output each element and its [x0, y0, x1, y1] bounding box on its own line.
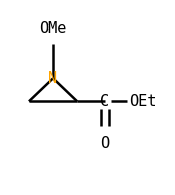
Text: N: N — [48, 71, 58, 86]
Text: OEt: OEt — [129, 94, 156, 109]
Text: C: C — [100, 94, 109, 109]
Text: OMe: OMe — [39, 21, 67, 36]
Text: O: O — [100, 136, 109, 151]
